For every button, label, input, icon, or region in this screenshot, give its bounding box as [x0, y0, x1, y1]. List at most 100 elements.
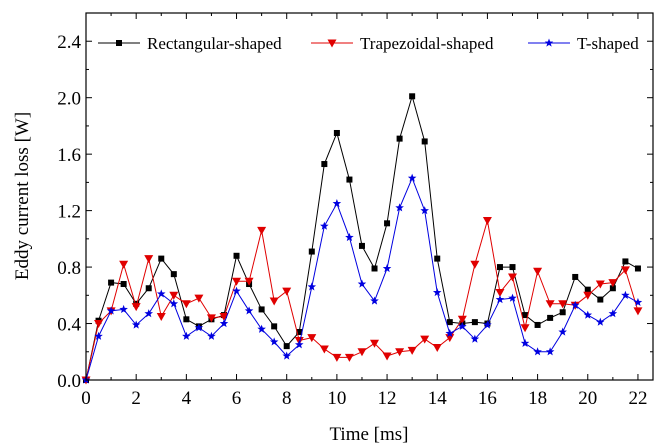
series-point	[446, 319, 453, 326]
legend: Rectangular-shaped Trapezoidal-shaped T-sh…	[98, 34, 639, 53]
series-point	[294, 340, 304, 349]
series-point	[558, 300, 568, 309]
series-point	[370, 339, 380, 348]
x-tick-label: 6	[232, 388, 242, 409]
series-point	[283, 343, 290, 350]
series-3	[81, 173, 643, 384]
series-point	[307, 334, 317, 343]
series-point	[307, 282, 317, 291]
series-point	[206, 314, 216, 323]
series-point	[520, 324, 530, 333]
series-point	[119, 260, 129, 269]
series-point	[534, 321, 541, 328]
series-point	[94, 320, 104, 329]
series-point	[495, 295, 505, 304]
series-point	[158, 255, 165, 262]
legend-marker	[116, 40, 122, 46]
series-point	[620, 266, 630, 275]
series-point	[194, 323, 204, 332]
series-point	[344, 353, 354, 362]
series-point	[232, 286, 241, 295]
series-point	[395, 348, 405, 357]
series-point	[120, 281, 127, 288]
series-point	[522, 312, 529, 319]
series-point	[131, 303, 141, 312]
series-point	[282, 287, 292, 296]
series-point	[156, 312, 166, 321]
series-point	[296, 329, 303, 336]
series-point	[382, 263, 392, 273]
series-point	[183, 316, 190, 323]
series-1	[83, 93, 641, 383]
series-point	[420, 206, 429, 215]
legend-marker	[544, 38, 554, 47]
series-point	[257, 226, 267, 235]
series-point	[583, 291, 593, 300]
series-point	[572, 273, 579, 280]
series-point	[508, 293, 517, 302]
series-point	[457, 315, 467, 324]
series-point	[559, 309, 566, 316]
series-point	[333, 129, 340, 136]
series-layer	[81, 93, 643, 385]
series-point	[257, 324, 266, 333]
x-tick-label: 14	[428, 388, 448, 409]
series-point	[358, 242, 365, 249]
series-point	[156, 289, 166, 298]
series-point	[395, 203, 404, 212]
series-point	[520, 338, 530, 347]
series-point	[332, 353, 342, 362]
series-point	[596, 317, 605, 326]
series-point	[634, 265, 641, 272]
series-point	[595, 280, 605, 289]
y-tick-label: 0.8	[57, 258, 81, 279]
series-point	[545, 347, 555, 356]
series-point	[384, 220, 391, 227]
series-point	[396, 135, 403, 142]
series-point	[545, 300, 555, 309]
y-axis-title: Eddy current loss [W]	[12, 112, 33, 280]
series-point	[332, 199, 342, 208]
series-point	[483, 320, 492, 329]
y-tick-label: 0.0	[57, 371, 81, 392]
x-axis-title: Time [ms]	[329, 424, 408, 445]
series-point	[407, 173, 417, 182]
series-point	[407, 346, 417, 355]
x-tick-label: 8	[282, 388, 292, 409]
x-tick-label: 16	[478, 388, 497, 409]
legend-label: Rectangular-shaped	[147, 34, 282, 53]
plot-frame	[85, 12, 654, 381]
series-line	[85, 94, 639, 381]
legend-item: Rectangular-shaped	[98, 34, 282, 53]
legend-label: T-shaped	[577, 34, 639, 53]
series-point	[258, 306, 265, 313]
x-tick-label: 18	[528, 388, 547, 409]
series-point	[119, 304, 128, 314]
series-point	[145, 285, 152, 292]
x-tick-label: 20	[578, 388, 597, 409]
series-point	[282, 351, 291, 360]
series-point	[271, 323, 278, 330]
series-point	[471, 319, 478, 326]
series-point	[345, 232, 354, 242]
series-point	[621, 290, 630, 299]
series-point	[421, 138, 428, 145]
legend-marker	[327, 39, 337, 48]
series-point	[181, 300, 191, 309]
series-point	[608, 279, 618, 288]
series-point	[144, 255, 154, 264]
series-point	[509, 264, 516, 271]
series-point	[533, 347, 542, 356]
series-point	[170, 271, 177, 278]
series-point	[445, 334, 455, 343]
series-point	[597, 296, 604, 303]
legend-item: Trapezoidal-shaped	[311, 34, 494, 53]
series-point	[269, 297, 279, 306]
series-point	[357, 279, 367, 288]
series-point	[583, 310, 593, 319]
series-point	[496, 264, 503, 271]
series-point	[570, 300, 580, 309]
legend-item: T-shaped	[528, 34, 639, 53]
axis-ticks: 0 2 4 6 8 10 12 14 16 18 20 22 0.0 0.4 0.8 1.2 1.6 2.0 2.4	[57, 12, 653, 409]
